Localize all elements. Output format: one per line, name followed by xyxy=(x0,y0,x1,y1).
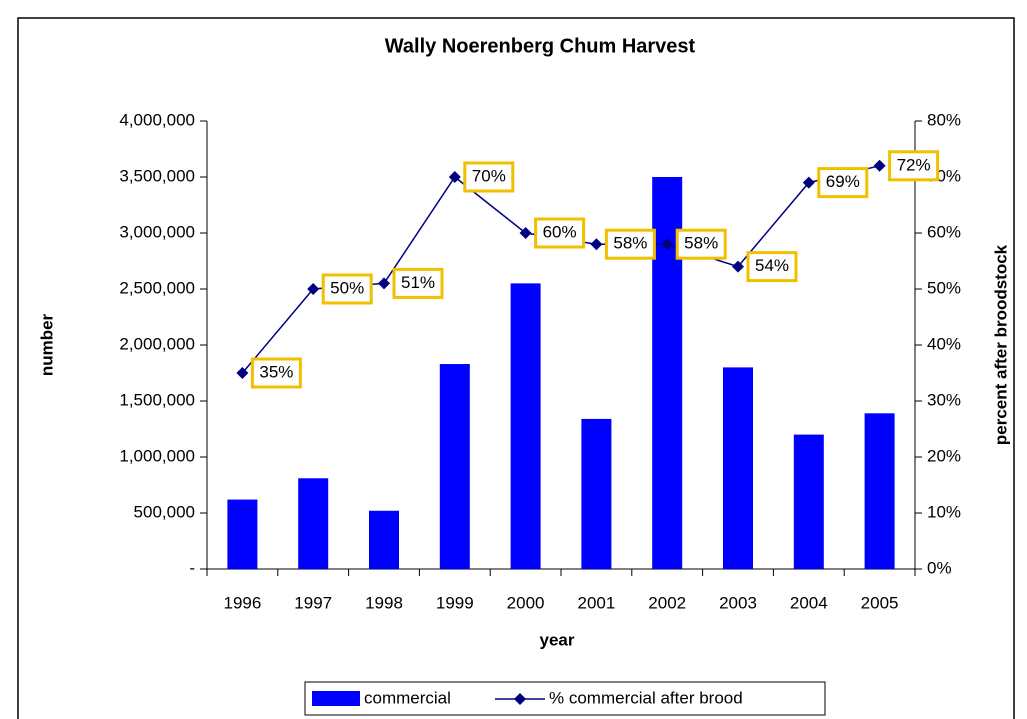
marker xyxy=(448,171,461,183)
x-tick-label: 2004 xyxy=(790,593,828,612)
y2-tick-label: 40% xyxy=(927,334,961,353)
y-tick-label: 3,000,000 xyxy=(119,222,195,241)
marker xyxy=(590,238,603,251)
x-tick-label: 1999 xyxy=(436,593,474,612)
y-axis-label: number xyxy=(37,313,56,376)
marker xyxy=(732,260,744,273)
marker xyxy=(378,277,390,290)
bar xyxy=(227,499,258,569)
bar xyxy=(439,364,470,569)
y-tick-label: 3,500,000 xyxy=(119,166,195,185)
y2-tick-label: 50% xyxy=(927,278,961,297)
data-label-box xyxy=(250,357,302,389)
bar xyxy=(369,510,399,569)
y-tick-label: 1,500,000 xyxy=(119,390,195,409)
data-label-box xyxy=(604,228,656,260)
data-label-box xyxy=(888,150,940,182)
y2-tick-label: 20% xyxy=(927,446,961,465)
y-tick-label: 2,000,000 xyxy=(119,334,195,353)
bar xyxy=(864,413,895,569)
marker xyxy=(661,238,674,251)
chart-title: Wally Noerenberg Chum Harvest xyxy=(385,35,696,57)
bar xyxy=(581,418,612,569)
data-label-box xyxy=(392,267,444,299)
y2-tick-label: 10% xyxy=(927,502,961,521)
data-label: 35% xyxy=(259,362,293,381)
x-tick-label: 2003 xyxy=(719,593,757,612)
x-tick-label: 2005 xyxy=(861,593,899,612)
marker xyxy=(802,176,815,189)
x-tick-label: 1996 xyxy=(223,593,261,612)
x-tick-label: 1998 xyxy=(365,593,403,612)
marker xyxy=(519,227,532,239)
bar xyxy=(793,434,824,569)
y-tick-label: - xyxy=(189,558,195,577)
y2-tick-label: 60% xyxy=(927,222,961,241)
data-label: 54% xyxy=(755,256,789,275)
data-label: 58% xyxy=(613,234,647,253)
data-label-box xyxy=(463,161,515,193)
data-label-box xyxy=(675,228,727,260)
y2-axis-label: percent after broodstock xyxy=(991,244,1010,445)
y2-tick-label: 80% xyxy=(927,110,961,129)
data-label: 51% xyxy=(401,273,435,292)
legend-label: commercial xyxy=(364,688,451,707)
bar xyxy=(298,478,329,569)
y2-tick-label: 0% xyxy=(927,558,952,577)
y-tick-label: 500,000 xyxy=(134,502,195,521)
data-label-box xyxy=(817,167,869,199)
data-label: 69% xyxy=(826,172,860,191)
marker xyxy=(236,367,249,379)
x-axis-label: year xyxy=(540,630,575,649)
data-label: 60% xyxy=(543,222,577,241)
data-label: 70% xyxy=(472,166,506,185)
bar xyxy=(723,367,753,569)
y-tick-label: 4,000,000 xyxy=(119,110,195,129)
y2-tick-label: 30% xyxy=(927,390,961,409)
legend-label: % commercial after brood xyxy=(549,688,743,707)
x-tick-label: 2002 xyxy=(648,593,686,612)
x-tick-label: 2001 xyxy=(577,593,615,612)
x-tick-label: 1997 xyxy=(294,593,332,612)
data-label-box xyxy=(534,217,586,249)
bar xyxy=(510,283,541,569)
data-label: 58% xyxy=(684,234,718,253)
legend xyxy=(304,681,826,716)
marker xyxy=(307,283,320,295)
legend-marker xyxy=(514,693,526,705)
x-tick-label: 2000 xyxy=(507,593,545,612)
data-label: 50% xyxy=(330,278,364,297)
data-label-box xyxy=(746,251,798,283)
y-tick-label: 1,000,000 xyxy=(119,446,195,465)
data-label: 72% xyxy=(897,155,931,174)
legend-swatch xyxy=(312,691,360,706)
y-tick-label: 2,500,000 xyxy=(119,278,195,297)
marker xyxy=(873,159,886,172)
data-label-box xyxy=(321,273,373,305)
